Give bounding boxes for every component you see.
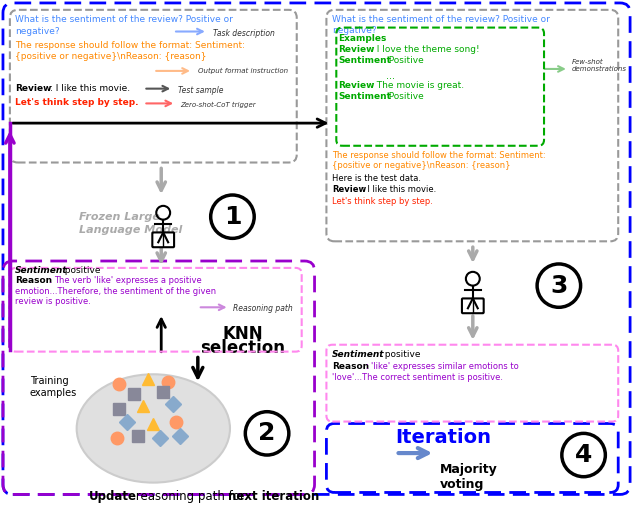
Text: selection: selection [200,339,285,357]
Text: Sentiment: Sentiment [339,56,391,65]
Text: emotion...Therefore, the sentiment of the given: emotion...Therefore, the sentiment of th… [15,287,216,295]
Text: 'love'...The correct sentiment is positive.: 'love'...The correct sentiment is positi… [332,373,503,382]
Text: Task description: Task description [212,29,275,37]
Text: : The movie is great.: : The movie is great. [371,81,464,90]
Text: The response should follow the format: Sentiment:: The response should follow the format: S… [332,150,546,160]
Text: : I love the theme song!: : I love the theme song! [371,45,479,55]
Text: : Positive: : Positive [383,91,424,100]
Text: Majority
voting: Majority voting [440,463,498,491]
Ellipse shape [77,374,230,483]
Text: Sentiment: Sentiment [15,266,67,275]
Text: Review: Review [339,81,375,90]
FancyBboxPatch shape [462,298,484,313]
Text: Output format instruction: Output format instruction [198,68,288,74]
Text: What is the sentiment of the review? Positive or: What is the sentiment of the review? Pos… [332,15,550,24]
Text: : positive: : positive [60,266,101,275]
Text: Sentiment: Sentiment [339,91,391,100]
Text: review is positive.: review is positive. [15,297,91,307]
Text: : I like this movie.: : I like this movie. [51,84,131,93]
Text: Iteration: Iteration [396,428,492,447]
Text: :: : [381,34,384,43]
Text: negative?: negative? [15,27,60,35]
Text: Here is the test data.: Here is the test data. [332,174,421,183]
Text: Review: Review [339,45,375,55]
Text: Language Model: Language Model [79,225,182,234]
Text: 1: 1 [224,205,241,229]
Text: Let's think step by step.: Let's think step by step. [15,98,138,108]
Text: ...: ... [386,71,395,81]
Text: reasoning path for: reasoning path for [132,490,248,503]
Text: Reason: Reason [15,276,52,285]
Text: 4: 4 [575,443,592,467]
Text: next iteration: next iteration [227,490,319,503]
Text: :: : [366,363,372,372]
Text: Review: Review [15,84,51,93]
Text: 3: 3 [550,274,568,297]
Text: Examples: Examples [339,34,387,43]
Text: Few-shot
demonstrations: Few-shot demonstrations [572,59,627,72]
Text: Sentiment: Sentiment [332,349,385,359]
Text: Zero-shot-CoT trigger: Zero-shot-CoT trigger [180,102,255,108]
Text: Reason: Reason [332,363,369,372]
Text: : positive: : positive [379,349,420,359]
Text: negative?: negative? [332,26,377,35]
Text: 'like' expresses similar emotions to: 'like' expresses similar emotions to [371,363,518,372]
Text: {positive or negative}\nReason: {reason}: {positive or negative}\nReason: {reason} [332,161,511,170]
Text: Frozen Large: Frozen Large [79,212,160,222]
Text: : Positive: : Positive [383,56,424,65]
Text: 2: 2 [259,421,276,445]
Text: Let's think step by step.: Let's think step by step. [332,197,433,206]
Text: KNN: KNN [222,325,262,343]
Text: What is the sentiment of the review? Positive or: What is the sentiment of the review? Pos… [15,15,233,24]
Text: Test sample: Test sample [178,86,223,95]
Text: Reasoning path: Reasoning path [234,305,293,313]
FancyBboxPatch shape [152,232,174,247]
Text: Training
examples: Training examples [29,376,77,398]
Text: The verb 'like' expresses a positive: The verb 'like' expresses a positive [54,276,202,285]
Text: {positive or negative}\nReason: {reason}: {positive or negative}\nReason: {reason} [15,52,206,61]
Text: : I like this movie.: : I like this movie. [362,185,436,194]
Text: :: : [49,276,55,285]
Text: The response should follow the format: Sentiment:: The response should follow the format: S… [15,41,245,51]
Text: Update: Update [89,490,137,503]
Text: Review: Review [332,185,367,194]
